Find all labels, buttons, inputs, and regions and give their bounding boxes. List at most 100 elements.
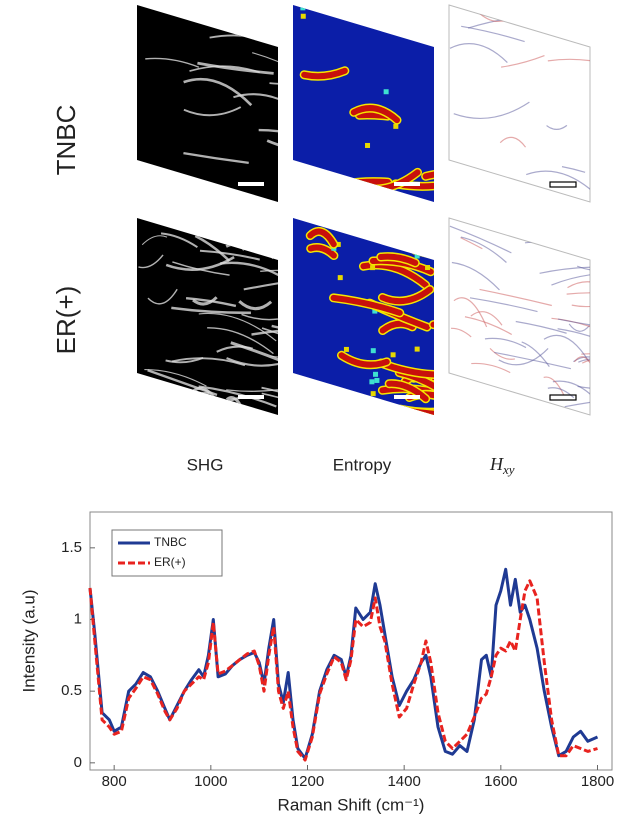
x-tick-label: 1200 (291, 773, 324, 790)
fiber (266, 139, 278, 154)
fiber (451, 327, 472, 338)
subscript: xy (502, 462, 515, 477)
fiber (566, 292, 590, 298)
chart: 0 0.5 1 1.5 800 1000 1200 1400 1600 1800 Raman Shi… (19, 511, 614, 814)
fiber (564, 396, 590, 408)
dot (393, 123, 399, 129)
y-tick-label: 1 (74, 610, 82, 627)
scale-bar (549, 394, 577, 401)
fiber (226, 357, 278, 367)
fiber (460, 236, 507, 263)
panel (137, 5, 278, 202)
panel-texture (137, 14, 278, 191)
row-label: TNBC (51, 105, 81, 176)
panel-texture (449, 220, 590, 415)
fiber (524, 239, 580, 244)
fiber (526, 170, 590, 200)
fiber (238, 300, 273, 311)
fiber (258, 128, 278, 140)
fiber (144, 369, 207, 387)
fiber (501, 55, 545, 68)
fiber (241, 311, 278, 321)
panel (137, 218, 278, 415)
dot (370, 391, 376, 397)
fiber (557, 318, 590, 330)
blob (407, 408, 434, 415)
blob (386, 380, 429, 402)
fiber (453, 297, 488, 328)
fiber (147, 369, 218, 396)
fiber (183, 77, 253, 107)
fiber (207, 327, 274, 355)
dot (370, 348, 376, 354)
fiber (557, 328, 590, 352)
fiber (543, 376, 565, 395)
blob (360, 262, 429, 289)
x-axis-label: Raman Shift (cm⁻¹) (278, 795, 425, 814)
fiber (581, 358, 590, 377)
dot (425, 265, 431, 271)
legend-box (111, 529, 223, 577)
column-label: Hxy (489, 454, 515, 477)
fiber (470, 311, 503, 326)
fiber (141, 235, 168, 246)
dot (365, 142, 371, 148)
blob (338, 352, 390, 368)
fiber (479, 288, 552, 307)
fiber (582, 225, 590, 249)
fiber (138, 254, 164, 269)
fiber (464, 316, 513, 336)
blob (379, 320, 416, 334)
x-tick-label: 800 (102, 773, 127, 790)
fiber (547, 387, 575, 399)
fiber (192, 296, 218, 306)
fiber (172, 261, 230, 276)
fiber (226, 385, 278, 392)
scale-bar (238, 395, 264, 399)
fiber (586, 249, 590, 259)
fiber (171, 306, 251, 315)
fiber (546, 124, 568, 131)
scale-bar (549, 181, 577, 188)
blob (307, 228, 337, 248)
fiber (165, 356, 204, 364)
scale-bar (238, 182, 264, 186)
y-axis-label: Intensity (a.u) (19, 590, 38, 693)
dot (373, 371, 379, 377)
x-tick-label: 1600 (484, 773, 517, 790)
fiber (567, 281, 590, 289)
panel (293, 5, 434, 202)
fiber (449, 225, 512, 254)
dot (369, 379, 375, 385)
fiber (183, 152, 249, 164)
y-tick-label: 1.5 (61, 539, 82, 556)
blob (307, 244, 337, 259)
fiber (453, 101, 530, 119)
blob (399, 218, 434, 238)
fiber (160, 232, 198, 249)
series-line (88, 579, 598, 762)
fiber (199, 249, 260, 261)
blob (377, 253, 419, 266)
fiber (578, 358, 590, 384)
dot (343, 346, 349, 352)
fiber (137, 181, 175, 191)
fiber (230, 341, 278, 368)
fiber (261, 392, 278, 415)
fiber (547, 58, 590, 62)
fiber (251, 326, 278, 336)
dot (300, 13, 306, 19)
fiber (183, 106, 242, 117)
fiber (571, 300, 590, 308)
dot (424, 414, 430, 415)
row-label: ER(+) (51, 286, 81, 355)
fiber (243, 277, 278, 291)
scale-bar (394, 395, 420, 399)
legend-label: ER(+) (154, 555, 186, 569)
image-panels (137, 4, 591, 416)
dot (335, 241, 341, 247)
fiber (260, 269, 278, 278)
dot (390, 352, 396, 358)
column-label: SHG (187, 455, 224, 474)
